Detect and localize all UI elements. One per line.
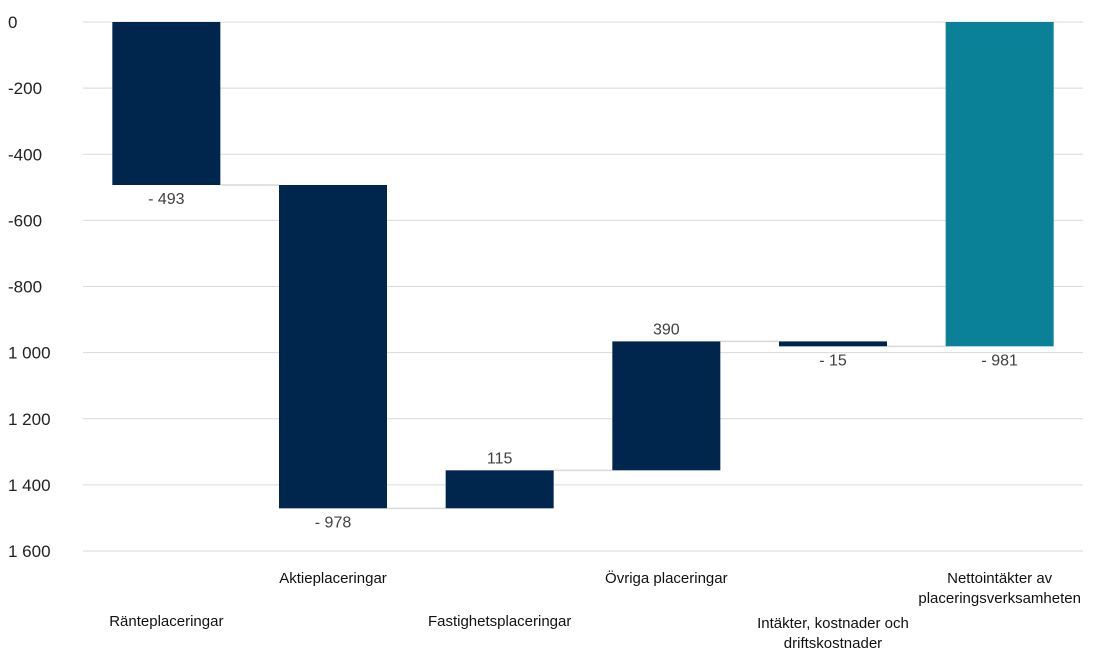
x-category-label: Nettointäkter av placeringsverksamheten (918, 570, 1081, 607)
x-category-label: Aktieplaceringar (279, 570, 387, 587)
total-bar (945, 22, 1054, 347)
data-label: - 978 (315, 514, 352, 531)
x-category-label-line: Ränteplaceringar (109, 613, 223, 630)
data-label: 115 (487, 450, 513, 467)
change-bar (779, 341, 887, 347)
change-bar (112, 22, 221, 185)
x-category-label: Intäkter, kostnader och driftskostnader (757, 615, 909, 652)
x-category-label-line: Aktieplaceringar (279, 570, 387, 587)
data-label: - 15 (819, 352, 847, 369)
y-tick-label: 1 000 (8, 344, 51, 363)
change-bar (445, 470, 554, 509)
change-bar (279, 184, 387, 509)
y-tick-label: -400 (8, 145, 42, 164)
data-label: - 493 (148, 191, 185, 208)
x-category-label: Fastighetsplaceringar (428, 613, 571, 630)
data-label: - 981 (981, 352, 1018, 369)
y-tick-label: 1 600 (8, 542, 51, 561)
x-category-label: Ränteplaceringar (109, 613, 223, 630)
change-bar (612, 341, 721, 471)
x-category-label-line: Intäkter, kostnader och (757, 615, 909, 632)
data-label: 390 (653, 321, 680, 338)
x-category-label: Övriga placeringar (605, 569, 728, 587)
y-tick-label: -800 (8, 278, 42, 297)
x-category-label-line: driftskostnader (784, 635, 882, 652)
y-tick-label: 1 200 (8, 410, 51, 429)
x-category-label-line: Fastighetsplaceringar (428, 613, 571, 630)
y-tick-label: 1 400 (8, 476, 51, 495)
y-tick-label: -200 (8, 79, 42, 98)
x-category-label-line: placeringsverksamheten (918, 590, 1081, 607)
x-category-label-line: Övriga placeringar (605, 569, 728, 587)
y-tick-label: 0 (8, 13, 17, 32)
y-tick-label: -600 (8, 211, 42, 230)
x-category-label-line: Nettointäkter av (947, 570, 1053, 587)
